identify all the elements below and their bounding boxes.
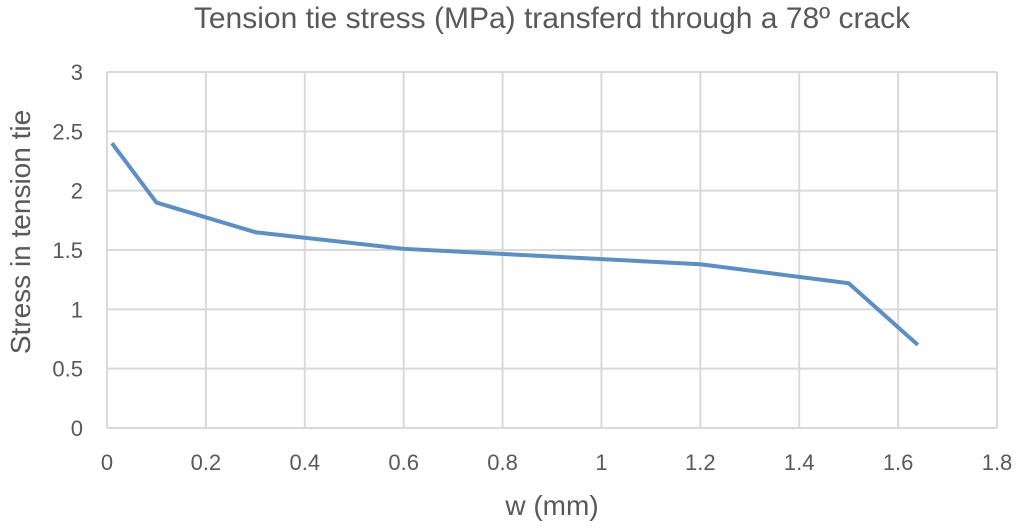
series-lines: [112, 143, 918, 345]
x-tick-label: 1.2: [685, 450, 716, 475]
y-tick-label: 0: [71, 416, 83, 441]
y-axis-label: Stress in tension tie: [5, 110, 36, 354]
x-tick-label: 0.6: [388, 450, 419, 475]
grid: [107, 72, 997, 428]
x-axis-label: w (mm): [504, 490, 598, 521]
x-tick-label: 1.8: [982, 450, 1013, 475]
x-tick-label: 0.2: [191, 450, 222, 475]
y-tick-label: 2.5: [52, 119, 83, 144]
x-tick-label: 0: [101, 450, 113, 475]
y-tick-label: 1: [71, 297, 83, 322]
x-tick-label: 0.4: [289, 450, 320, 475]
chart-title: Tension tie stress (MPa) transferd throu…: [194, 2, 911, 35]
x-axis-ticks: 0 0.2 0.4 0.6 0.8 1 1.2 1.4 1.6 1.8: [101, 450, 1012, 475]
series-line: [112, 143, 918, 345]
y-tick-label: 3: [71, 60, 83, 85]
x-tick-label: 0.8: [487, 450, 518, 475]
x-tick-label: 1.6: [883, 450, 914, 475]
y-tick-label: 2: [71, 179, 83, 204]
y-tick-label: 0.5: [52, 357, 83, 382]
x-tick-label: 1.4: [784, 450, 815, 475]
y-tick-label: 1.5: [52, 238, 83, 263]
x-tick-label: 1: [595, 450, 607, 475]
y-axis-ticks: 0 0.5 1 1.5 2 2.5 3: [52, 60, 83, 441]
